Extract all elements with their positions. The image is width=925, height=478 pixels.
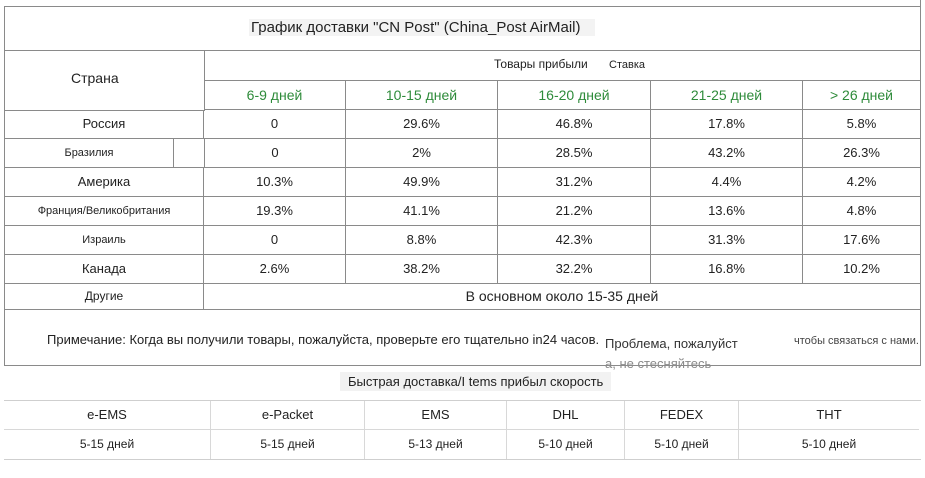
table-row: Америка 10.3% 49.9% 31.2% 4.4% 4.2% bbox=[5, 168, 920, 197]
range-header: 6-9 дней bbox=[204, 81, 346, 110]
rate-header: Ставка bbox=[609, 59, 645, 71]
service-name: THT bbox=[739, 401, 919, 430]
rate-cell: 26.3% bbox=[843, 145, 880, 160]
country-cell: Израиль bbox=[5, 226, 204, 254]
arrived-header: Товары прибыли bbox=[494, 57, 588, 71]
country-cell: Бразилия bbox=[64, 147, 114, 159]
service-days: 5-10 дней bbox=[654, 437, 709, 451]
rate-cell: 4.2% bbox=[846, 174, 877, 189]
rate-cell: 38.2% bbox=[346, 255, 498, 283]
rate-cell: 31.2% bbox=[498, 168, 651, 196]
rate-cell: 28.5% bbox=[498, 139, 651, 167]
rate-cell: 46.8% bbox=[498, 110, 651, 138]
country-cell: Россия bbox=[5, 110, 204, 138]
table-row: Израиль 0 8.8% 42.3% 31.3% 17.6% bbox=[5, 226, 920, 255]
table-row: Франция/Великобритания 19.3% 41.1% 21.2%… bbox=[5, 197, 920, 226]
service-name: FEDEX bbox=[625, 401, 738, 430]
rate-cell: 43.2% bbox=[651, 139, 803, 167]
note-text: Примечание: Когда вы получили товары, по… bbox=[47, 332, 600, 347]
rate-cell: 0 bbox=[204, 139, 346, 167]
express-table: e-EMS 5-15 дней e-Packet 5-15 дней EMS 5… bbox=[4, 400, 921, 460]
table-title-row: График доставки "CN Post" (China_Post Ai… bbox=[5, 7, 920, 51]
service-name: e-Packet bbox=[211, 401, 364, 430]
country-cell: Другие bbox=[5, 284, 204, 309]
express-column: e-Packet 5-15 дней bbox=[211, 401, 365, 459]
rate-cell: 10.3% bbox=[204, 168, 346, 196]
note-section: Примечание: Когда вы получили товары, по… bbox=[5, 310, 920, 371]
express-column: THT 5-10 дней bbox=[739, 401, 919, 459]
rate-cell: 2.6% bbox=[204, 255, 346, 283]
rate-cell: 10.2% bbox=[843, 261, 880, 276]
note-end-text: чтобы связаться с нами. bbox=[794, 335, 919, 347]
table-row-other: Другие В основном около 15-35 дней bbox=[5, 284, 920, 310]
rate-cell: 4.8% bbox=[846, 203, 877, 218]
express-column: EMS 5-13 дней bbox=[365, 401, 507, 459]
table-row: Бразилия 0 2% 28.5% 43.2% 26.3% bbox=[5, 139, 920, 168]
rate-cell: 4.4% bbox=[651, 168, 803, 196]
arrived-header-cell: Товары прибыли Ставка bbox=[204, 50, 920, 81]
rate-cell: 8.8% bbox=[346, 226, 498, 254]
rate-cell: 13.6% bbox=[651, 197, 803, 225]
rate-cell: 29.6% bbox=[346, 110, 498, 138]
rate-cell: 41.1% bbox=[346, 197, 498, 225]
rate-cell: 17.6% bbox=[843, 232, 880, 247]
rate-cell: 42.3% bbox=[498, 226, 651, 254]
service-days: 5-10 дней bbox=[801, 437, 857, 451]
rate-cell: 0 bbox=[204, 226, 346, 254]
table-row: Россия 0 29.6% 46.8% 17.8% 5.8% bbox=[5, 110, 920, 139]
country-header-cell: Страна bbox=[5, 50, 205, 111]
spacer bbox=[173, 139, 174, 167]
rate-cell: 32.2% bbox=[498, 255, 651, 283]
range-header: > 26 дней bbox=[803, 81, 920, 110]
express-column: e-EMS 5-15 дней bbox=[4, 401, 211, 459]
frame-edge bbox=[920, 0, 921, 7]
rate-cell: 16.8% bbox=[651, 255, 803, 283]
service-days: 5-15 дней bbox=[79, 437, 135, 451]
rate-cell: 2% bbox=[346, 139, 498, 167]
express-title: Быстрая доставка/I tems прибыл скорость bbox=[340, 372, 612, 391]
table-title: График доставки "CN Post" (China_Post Ai… bbox=[249, 19, 595, 36]
rate-cell: 19.3% bbox=[204, 197, 346, 225]
service-name: DHL bbox=[507, 401, 624, 430]
rate-cell: 21.2% bbox=[498, 197, 651, 225]
rate-cell: 49.9% bbox=[346, 168, 498, 196]
service-days: 5-13 дней bbox=[408, 437, 463, 451]
express-column: FEDEX 5-10 дней bbox=[625, 401, 739, 459]
note-overlay-line: Проблема, пожалуйст bbox=[605, 336, 738, 351]
rate-cell: 0 bbox=[204, 110, 346, 138]
cn-post-shipping-table: График доставки "CN Post" (China_Post Ai… bbox=[4, 6, 921, 371]
rate-cell: 17.8% bbox=[651, 110, 803, 138]
rate-cell: 5.8% bbox=[846, 116, 877, 131]
country-cell: Франция/Великобритания bbox=[5, 197, 204, 225]
service-name: e-EMS bbox=[4, 401, 210, 430]
rate-cell: 31.3% bbox=[651, 226, 803, 254]
service-days: 5-15 дней bbox=[260, 437, 315, 451]
country-cell: Америка bbox=[5, 168, 204, 196]
note-overlay-line: а, не стесняйтесь bbox=[605, 356, 712, 371]
other-value: В основном около 15-35 дней bbox=[465, 288, 659, 304]
table-row: Канада 2.6% 38.2% 32.2% 16.8% 10.2% bbox=[5, 255, 920, 284]
range-header: 10-15 дней bbox=[346, 81, 498, 110]
country-cell: Канада bbox=[5, 255, 204, 283]
range-header: 16-20 дней bbox=[498, 81, 651, 110]
service-name: EMS bbox=[365, 401, 506, 430]
express-column: DHL 5-10 дней bbox=[507, 401, 625, 459]
service-days: 5-10 дней bbox=[538, 437, 593, 451]
range-header: 21-25 дней bbox=[651, 81, 803, 110]
country-header: Страна bbox=[71, 70, 119, 86]
note-overlay-text: Проблема, пожалуйст а, не стесняйтесь bbox=[605, 334, 780, 374]
